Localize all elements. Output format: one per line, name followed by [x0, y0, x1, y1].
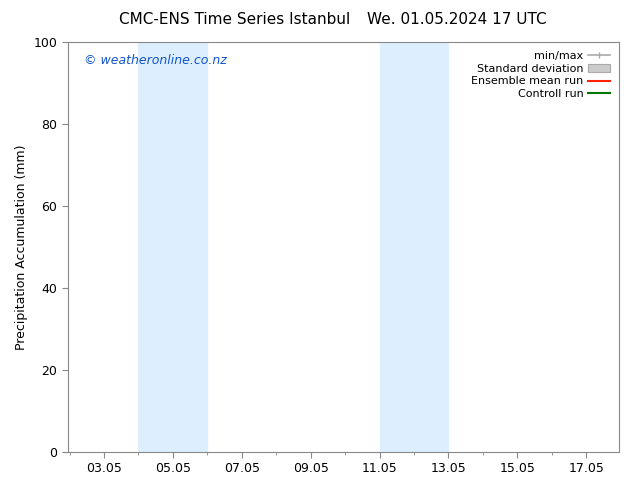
Bar [138, 42, 207, 452]
Text: © weatheronline.co.nz: © weatheronline.co.nz [84, 54, 227, 67]
Text: CMC-ENS Time Series Istanbul: CMC-ENS Time Series Istanbul [119, 12, 350, 27]
Y-axis label: Precipitation Accumulation (mm): Precipitation Accumulation (mm) [15, 144, 28, 349]
Bar [380, 42, 448, 452]
Text: We. 01.05.2024 17 UTC: We. 01.05.2024 17 UTC [366, 12, 547, 27]
Legend: min/max, Standard deviation, Ensemble mean run, Controll run: min/max, Standard deviation, Ensemble me… [468, 48, 614, 102]
